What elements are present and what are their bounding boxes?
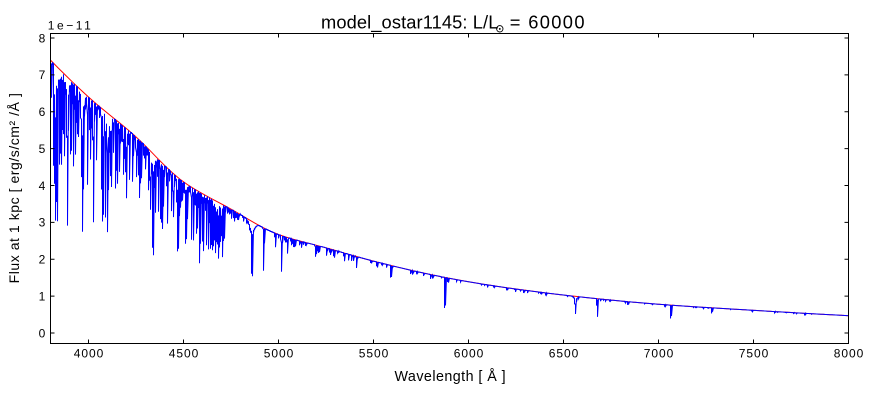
svg-text:3: 3 bbox=[39, 216, 46, 230]
svg-text:Flux at 1 kpc [ erg/s/cm² /Å ]: Flux at 1 kpc [ erg/s/cm² /Å ] bbox=[6, 93, 22, 284]
svg-text:5: 5 bbox=[39, 142, 46, 156]
svg-text:2: 2 bbox=[39, 253, 46, 267]
svg-text:1: 1 bbox=[39, 289, 46, 303]
svg-text:7000: 7000 bbox=[644, 347, 675, 361]
svg-text:8000: 8000 bbox=[834, 347, 865, 361]
svg-text:5000: 5000 bbox=[264, 347, 295, 361]
svg-text:0: 0 bbox=[39, 326, 46, 340]
svg-text:= 60000: = 60000 bbox=[510, 11, 586, 32]
svg-text:6: 6 bbox=[39, 105, 46, 119]
svg-text:4500: 4500 bbox=[169, 347, 200, 361]
svg-text:8: 8 bbox=[39, 31, 46, 45]
svg-text:model_ostar1145: L/L: model_ostar1145: L/L bbox=[321, 11, 498, 33]
svg-text:5500: 5500 bbox=[359, 347, 390, 361]
svg-text:4000: 4000 bbox=[74, 347, 105, 361]
svg-text:6500: 6500 bbox=[549, 347, 580, 361]
svg-text:6000: 6000 bbox=[454, 347, 485, 361]
svg-text:7: 7 bbox=[39, 68, 46, 82]
svg-text:7500: 7500 bbox=[739, 347, 770, 361]
svg-text:1e−11: 1e−11 bbox=[48, 18, 94, 32]
svg-text:Wavelength [ Å ]: Wavelength [ Å ] bbox=[395, 368, 507, 385]
svg-text:4: 4 bbox=[39, 179, 46, 193]
